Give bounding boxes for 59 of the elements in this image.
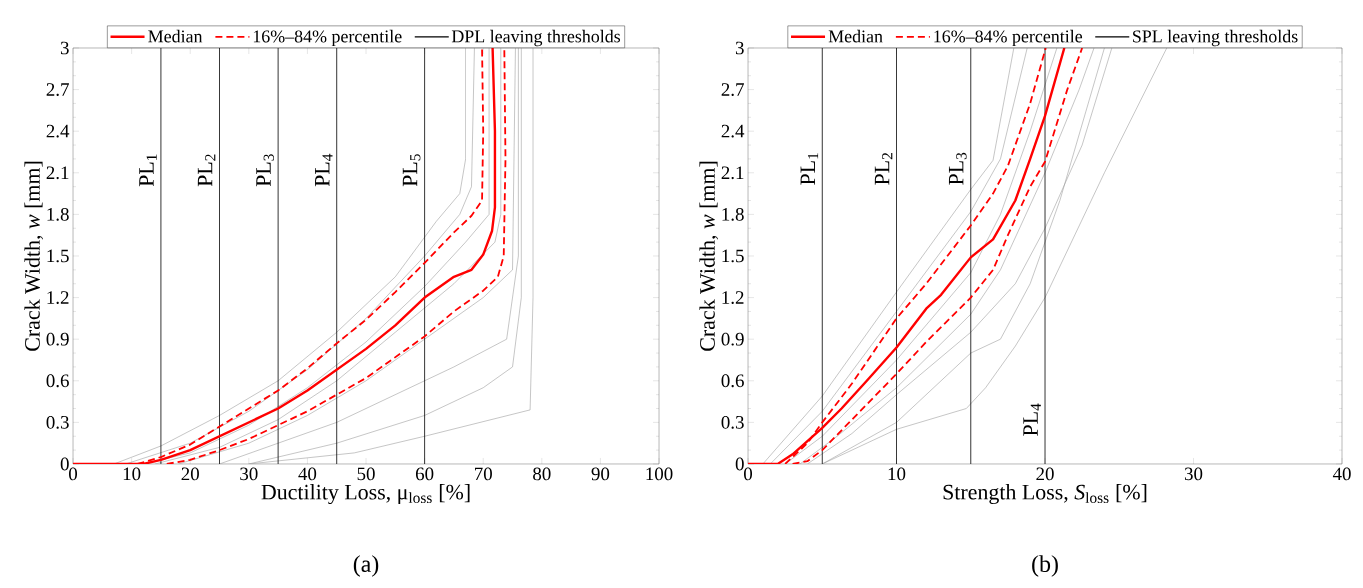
- x-tick-label: 0: [744, 467, 753, 481]
- y-tick-label: 2.7: [721, 83, 744, 96]
- y-tick-label: 1.2: [722, 291, 744, 304]
- y-tick-label: 1.8: [47, 207, 69, 221]
- annotation: PL$_{4}$: [1023, 403, 1041, 436]
- legend-label: 16%–84% percentile: [934, 29, 1083, 47]
- y-axis-title: Crack Width, w [mm]: [24, 161, 43, 351]
- y-tick-label: 2.4: [721, 124, 745, 138]
- y-tick-label: 0: [735, 457, 744, 471]
- y-tick-label: 0.9: [46, 332, 69, 346]
- text: (b): [1032, 555, 1058, 577]
- x-tick-label: 90: [591, 467, 610, 481]
- x-tick-label: 80: [533, 467, 551, 481]
- x-tick-label: 20: [181, 467, 199, 481]
- annotation: PL$_{3}$: [948, 152, 967, 185]
- annotation: PL$_{1}$: [800, 153, 819, 185]
- legend-label: Median: [148, 29, 203, 43]
- y-tick-label: 3: [60, 41, 69, 55]
- text: (a): [353, 555, 379, 577]
- annotation: PL$_{2}$: [197, 154, 216, 187]
- y-tick-label: 2.7: [46, 83, 69, 96]
- y-tick-label: 2.4: [46, 124, 70, 138]
- text: DPL leaving thresholds: [451, 29, 621, 47]
- x-tick-label: 30: [1184, 467, 1203, 481]
- y-tick-label: 1.2: [47, 291, 69, 304]
- y-tick-label: 2.1: [721, 166, 744, 180]
- text: SPL leaving thresholds: [1133, 29, 1298, 47]
- y-tick-label: 1.5: [722, 249, 744, 263]
- y-tick-label: 0.3: [721, 415, 744, 429]
- annotation: PL$_{1}$: [139, 154, 157, 187]
- y-tick-label: 1.5: [47, 249, 69, 263]
- y-tick-label: 0.6: [721, 374, 744, 388]
- x-axis-title: Ductility Loss, μ$_{loss}$ [%]: [261, 484, 470, 505]
- y-tick-label: 0: [60, 457, 69, 471]
- y-tick-label: 0.3: [46, 415, 69, 429]
- x-axis-title: Strength Loss, S$_{loss}$ [%]: [943, 484, 1147, 505]
- x-tick-label: 20: [1036, 467, 1054, 481]
- y-axis-title: Crack Width, w [mm]: [699, 161, 718, 351]
- x-tick-label: 40: [298, 467, 317, 481]
- y-tick-label: 2.1: [46, 166, 69, 180]
- legend-label: 16%–84% percentile: [253, 29, 402, 47]
- y-tick-label: 0.6: [46, 374, 69, 388]
- x-tick-label: 10: [888, 467, 906, 481]
- y-tick-label: 0.9: [721, 332, 744, 346]
- x-tick-label: 30: [240, 467, 258, 481]
- annotation: PL$_{5}$: [402, 154, 421, 187]
- annotation: PL$_{4}$: [315, 153, 333, 187]
- x-tick-label: 50: [357, 467, 375, 481]
- x-tick-label: 60: [415, 467, 434, 481]
- y-tick-label: 1.8: [722, 207, 744, 221]
- annotation: PL$_{3}$: [256, 154, 274, 187]
- x-tick-label: 40: [1332, 467, 1351, 481]
- x-tick-label: 10: [123, 467, 141, 481]
- y-tick-label: 3: [735, 41, 744, 55]
- x-tick-label: 100: [646, 467, 673, 481]
- x-tick-label: 70: [475, 467, 492, 481]
- x-tick-label: 0: [69, 467, 78, 481]
- legend-label: Median: [828, 29, 883, 43]
- annotation: PL$_{2}$: [874, 153, 893, 185]
